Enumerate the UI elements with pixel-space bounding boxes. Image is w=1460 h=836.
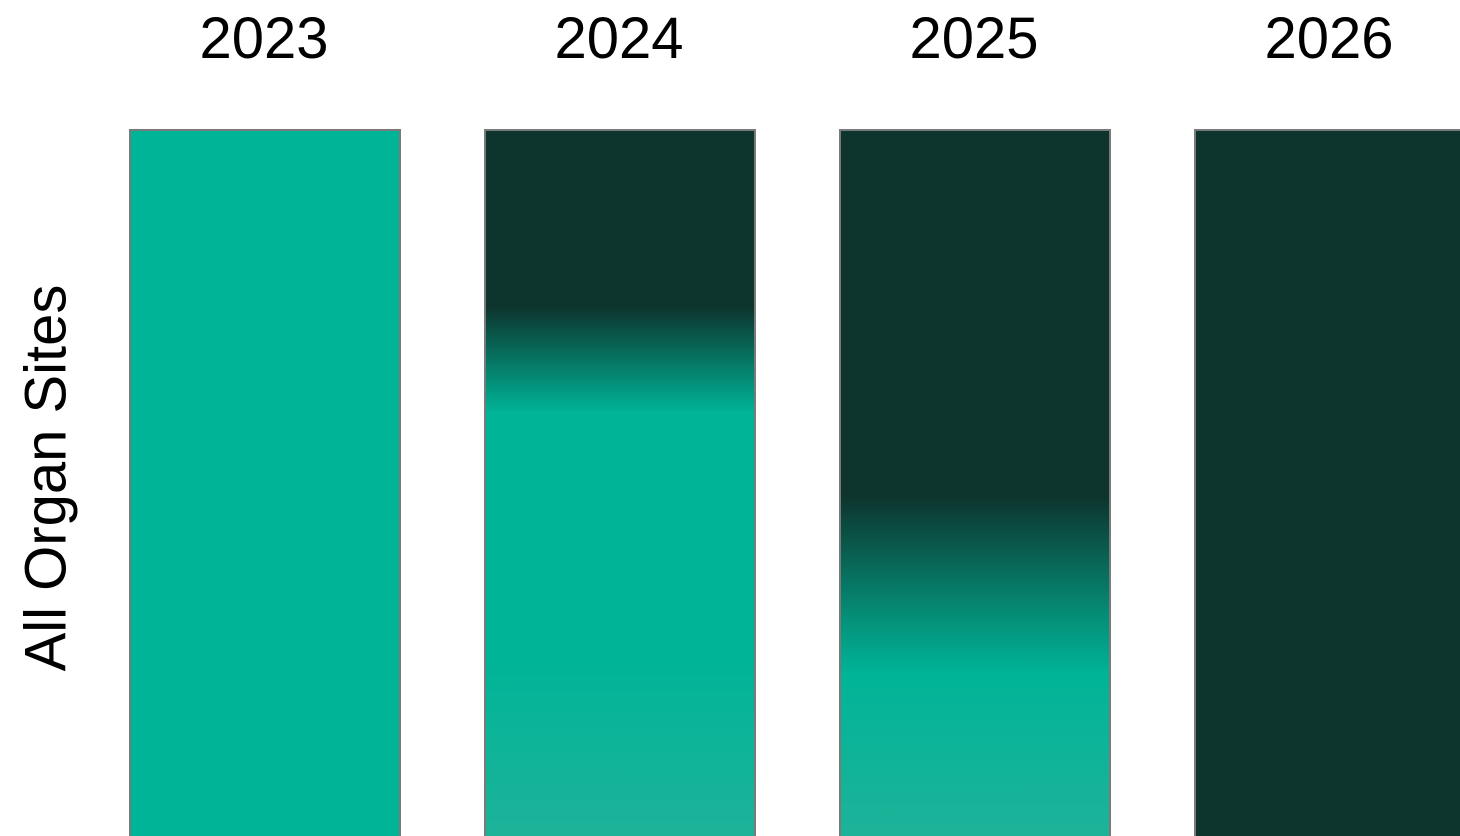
column-label-2023: 2023 [199, 6, 329, 71]
column-label-2024: 2024 [554, 6, 684, 71]
band-2024 [484, 129, 756, 836]
band-2025 [839, 129, 1111, 836]
column-label-2026: 2026 [1264, 6, 1394, 71]
band-2026 [1194, 129, 1460, 836]
column-label-2025: 2025 [909, 6, 1039, 71]
row-label: All Organ Sites [13, 284, 79, 672]
band-2023 [129, 129, 401, 836]
